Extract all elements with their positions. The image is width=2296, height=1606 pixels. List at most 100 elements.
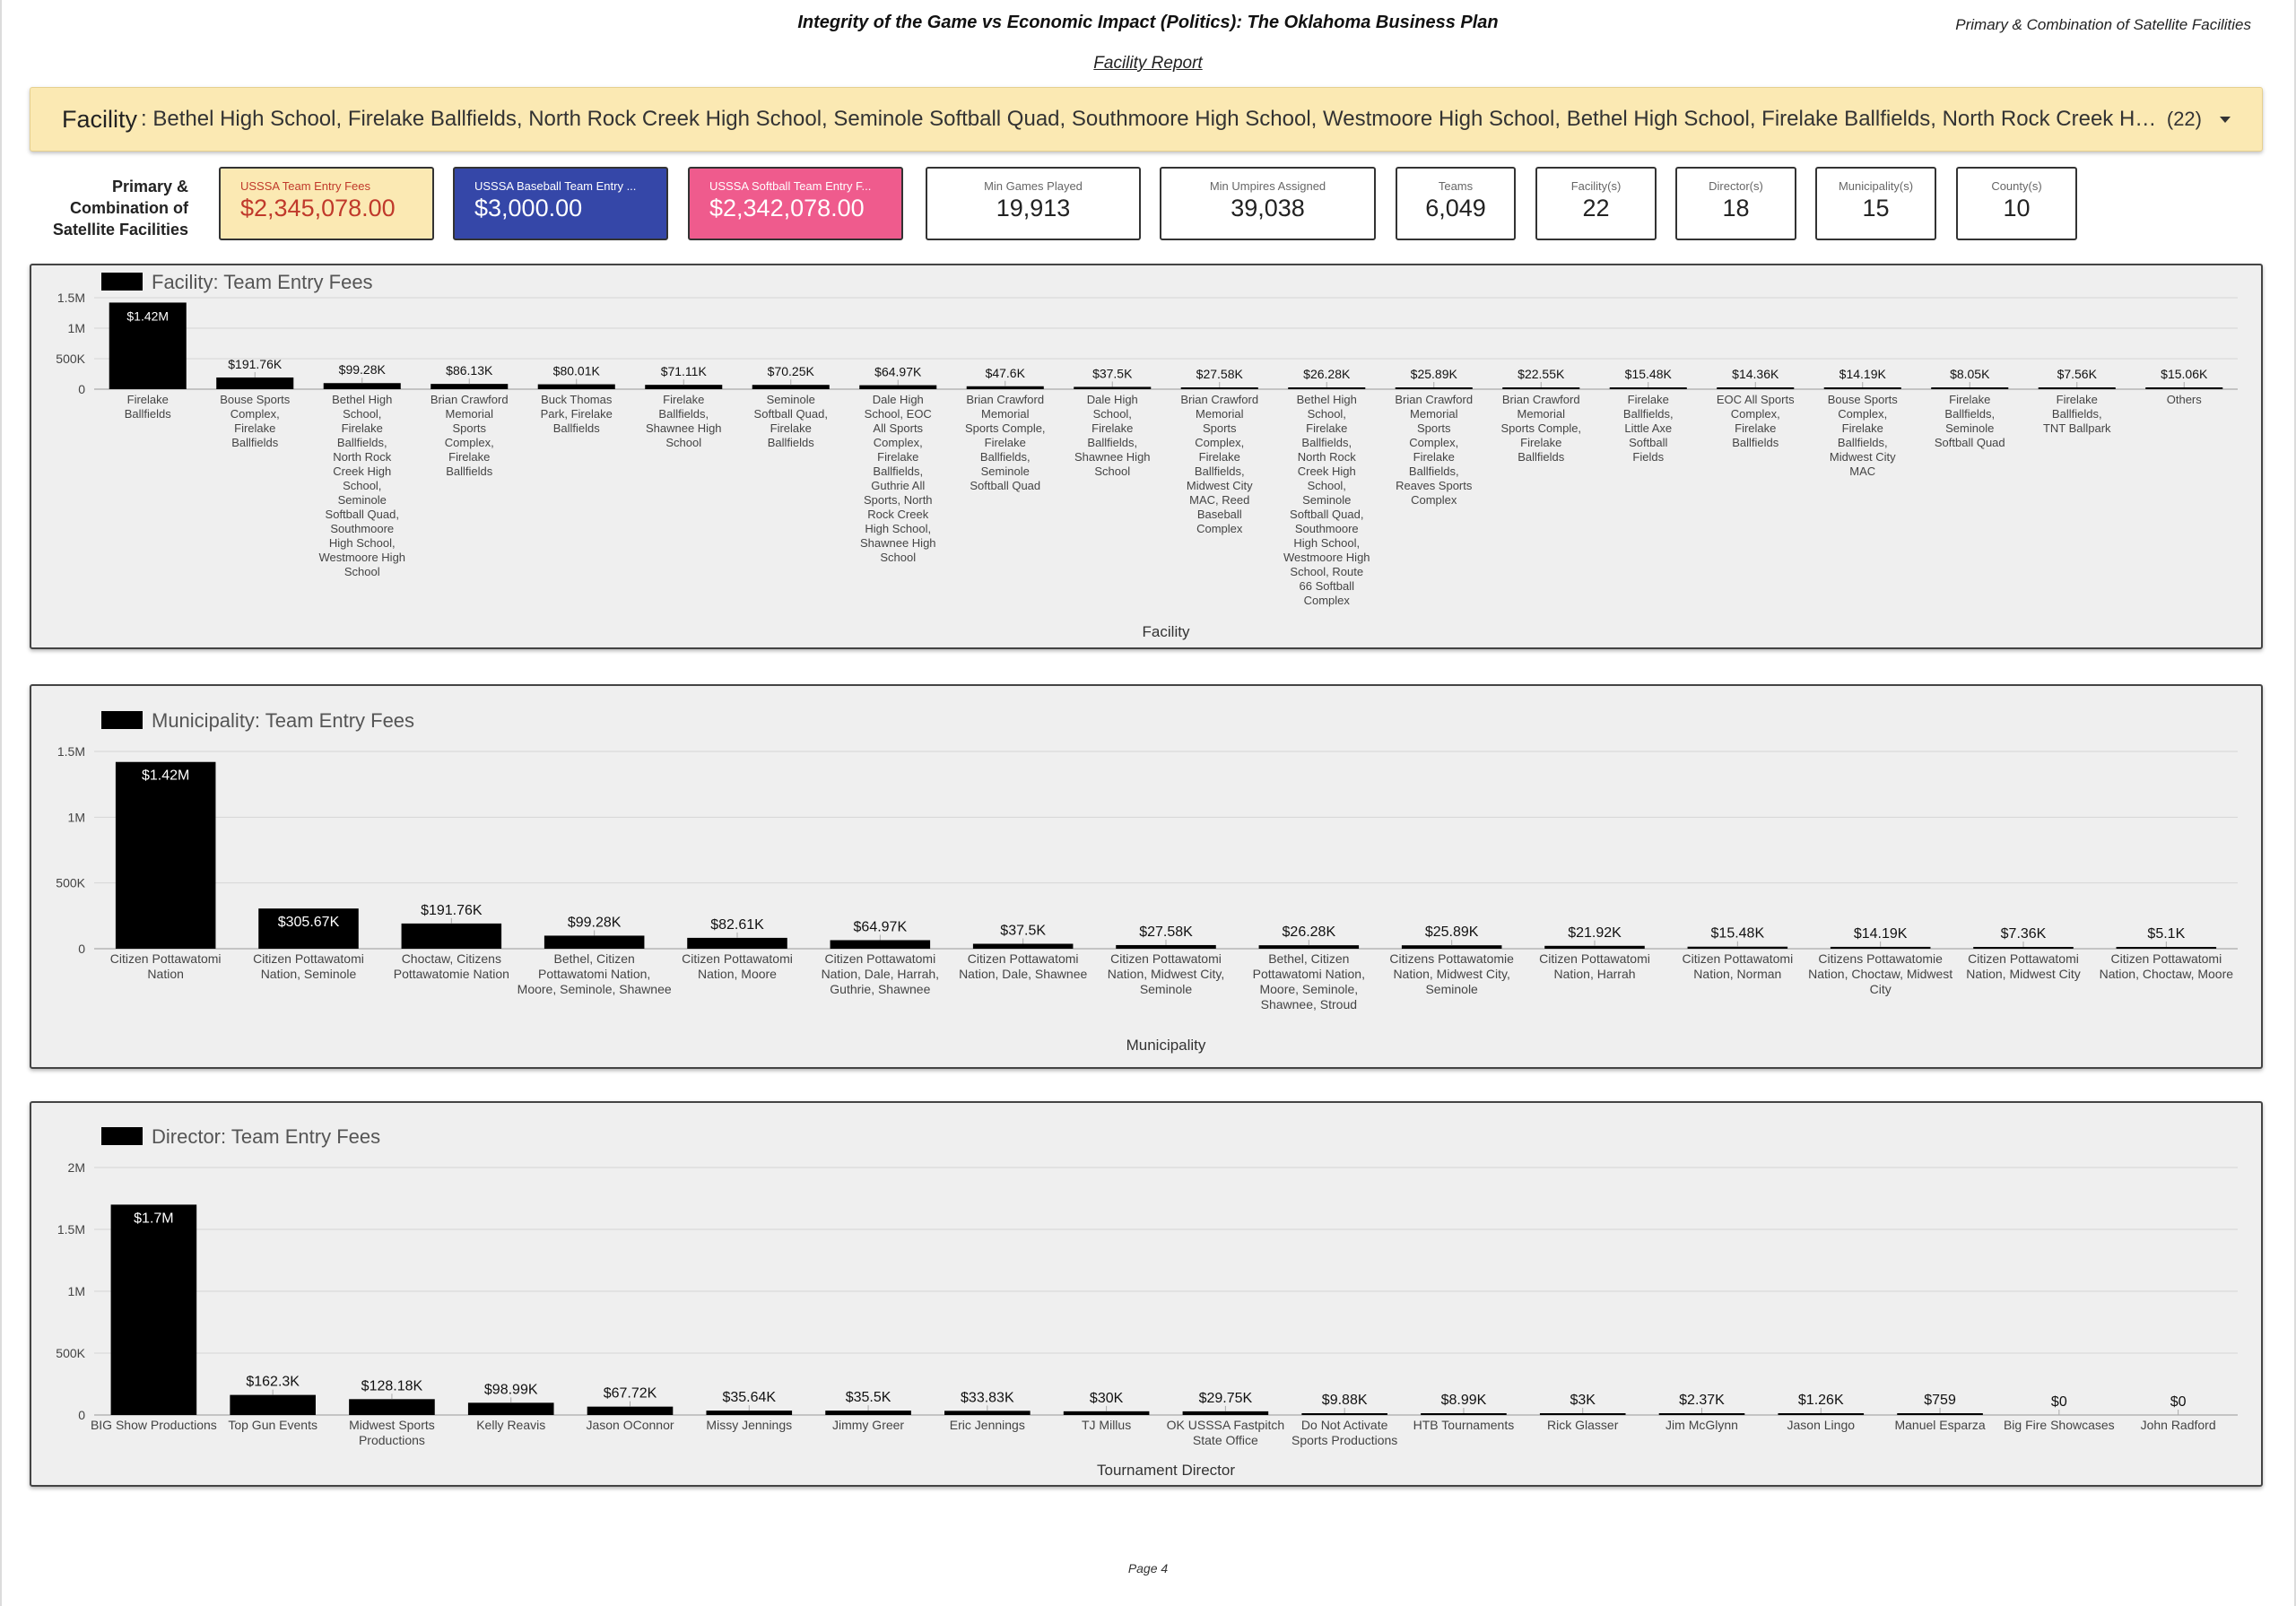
bar [109, 302, 187, 389]
chevron-down-icon[interactable] [2220, 116, 2231, 123]
x-tick-label: Others [2167, 393, 2203, 406]
page-border-left [0, 0, 2, 1606]
x-tick-label: Citizen Pottawatomi Nation, Dale, Harrah,… [822, 951, 940, 996]
data-label: $29.75K [1199, 1391, 1253, 1406]
bar [2145, 387, 2223, 389]
x-axis-label: Facility [1143, 623, 1190, 640]
facility-filter-dropdown[interactable]: Facility : Bethel High School, Firelake … [30, 87, 2263, 152]
x-tick-label: Citizen Pottawatomi Nation, Norman [1682, 951, 1793, 981]
y-tick-label: 1.5M [57, 744, 85, 759]
bar [706, 1411, 793, 1415]
bar [1116, 944, 1216, 949]
x-tick-label: Citizens Pottawatomie Nation, Midwest Cit… [1389, 951, 1514, 996]
data-label: $26.28K [1303, 367, 1351, 381]
x-tick-label: Top Gun Events [228, 1418, 317, 1432]
municipality-fees-chart: Municipality: Team Entry Fees 0 500K 1M 1.5M… [30, 684, 2263, 1069]
page-number: Page 4 [1127, 1561, 1169, 1576]
bar [1063, 1411, 1150, 1415]
x-tick-label: Bouse Sports Complex, Firelake Ballfields [220, 393, 291, 449]
bar [544, 935, 645, 949]
data-label: $7.36K [2001, 926, 2047, 942]
kpi-value: 39,038 [1231, 195, 1305, 221]
report-subtitle: Facility Report [1093, 54, 1203, 73]
bar [110, 1204, 197, 1415]
kpi-name: Director(s) [1709, 179, 1763, 193]
bar [323, 383, 401, 389]
x-tick-label: Firelake Ballfields, Shawnee High School [646, 393, 722, 449]
kpi-name: USSSA Baseball Team Entry ... [474, 179, 637, 193]
kpi-name: USSSA Team Entry Fees [240, 179, 370, 193]
data-label: $14.36K [1732, 367, 1779, 381]
data-label: $99.28K [339, 362, 387, 377]
bar [1658, 1413, 1745, 1415]
bar [1931, 387, 2009, 389]
filter-label: Facility [62, 105, 138, 133]
kpi-name: Municipality(s) [1838, 179, 1914, 193]
x-tick-label: Bethel High School, Firelake Ballfields, Nor… [1283, 393, 1370, 607]
kpi-name: Facility(s) [1570, 179, 1622, 193]
bar [1502, 387, 1580, 389]
data-label: $15.48K [1711, 926, 1765, 942]
data-label: $25.89K [1411, 367, 1458, 381]
y-tick-label: 0 [78, 942, 85, 956]
x-tick-label: Bethel, Citizen Pottawatomi Nation, Moore,… [517, 951, 672, 996]
data-label: $191.76K [228, 357, 283, 371]
x-tick-label: Citizen Pottawatomi Nation, Harrah [1539, 951, 1650, 981]
data-label: $8.99K [1441, 1393, 1487, 1408]
data-label: $47.6K [986, 366, 1026, 380]
x-tick-label: Firelake Ballfields, Little Axe Softball Fie… [1623, 393, 1674, 464]
y-tick-label: 1M [68, 321, 85, 335]
x-tick-label: Brian Crawford Memorial Sports Complex, Fire… [430, 393, 509, 478]
data-label: $67.72K [604, 1386, 657, 1402]
y-tick-label: 500K [56, 1346, 85, 1360]
bar [1823, 387, 1901, 389]
x-tick-label: HTB Tournaments [1413, 1418, 1515, 1432]
data-label: $30K [1090, 1391, 1124, 1406]
data-label: $37.5K [1092, 366, 1133, 380]
kpi-county-count: County(s) 10 [1956, 167, 2077, 240]
x-tick-label: BIG Show Productions [91, 1418, 217, 1432]
data-label: $99.28K [568, 915, 622, 930]
chart-title: Director: Team Entry Fees [152, 1125, 380, 1148]
x-tick-label: Midwest Sports Productions [349, 1418, 435, 1447]
data-label: $80.01K [553, 364, 601, 378]
x-tick-label: Rick Glasser [1547, 1418, 1619, 1432]
kpi-director-count: Director(s) 18 [1675, 167, 1796, 240]
chart-title: Facility: Team Entry Fees [152, 271, 373, 293]
x-tick-label: Missy Jennings [706, 1418, 792, 1432]
kpi-value: 15 [1862, 195, 1890, 221]
data-label: $64.97K [854, 919, 908, 934]
bar [430, 384, 509, 389]
legend-swatch [101, 273, 143, 291]
data-label: $71.11K [661, 364, 708, 378]
data-label: $0 [2170, 1394, 2187, 1410]
bar [1778, 1413, 1865, 1415]
bar [2038, 387, 2116, 389]
x-tick-label: Brian Crawford Memorial Sports Comple, Fire… [1500, 393, 1581, 464]
kpi-municipality-count: Municipality(s) 15 [1815, 167, 1936, 240]
data-label: $305.67K [278, 915, 340, 930]
x-tick-label: Kelly Reavis [476, 1418, 545, 1432]
data-label: $7.56K [2057, 367, 2098, 381]
bar [1539, 1413, 1626, 1415]
page-border-right [2294, 0, 2296, 1606]
data-label: $33.83K [961, 1390, 1014, 1405]
data-label: $9.88K [1322, 1393, 1368, 1408]
x-tick-label: Jimmy Greer [832, 1418, 904, 1432]
data-label: $14.19K [1854, 926, 1908, 942]
x-tick-label: Citizen Pottawatomi Nation, Dale, Shawnee [959, 951, 1087, 981]
y-tick-label: 0 [78, 382, 85, 396]
data-label: $1.26K [1798, 1393, 1844, 1408]
report-section-label: Primary & Combination of Satellite Facil… [1955, 16, 2251, 33]
data-label: $86.13K [446, 363, 493, 378]
bar [1973, 947, 2074, 949]
legend-swatch [101, 1127, 143, 1145]
bar [1421, 1413, 1507, 1415]
y-tick-label: 1.5M [57, 1222, 85, 1237]
data-label: $0 [2051, 1394, 2067, 1410]
data-label: $1.42M [142, 768, 189, 784]
kpi-min-games-played: Min Games Played 19,913 [926, 167, 1141, 240]
y-tick-label: 2M [68, 1160, 85, 1175]
data-label: $35.5K [846, 1390, 891, 1405]
filter-selected-count: (22) [2166, 108, 2202, 130]
